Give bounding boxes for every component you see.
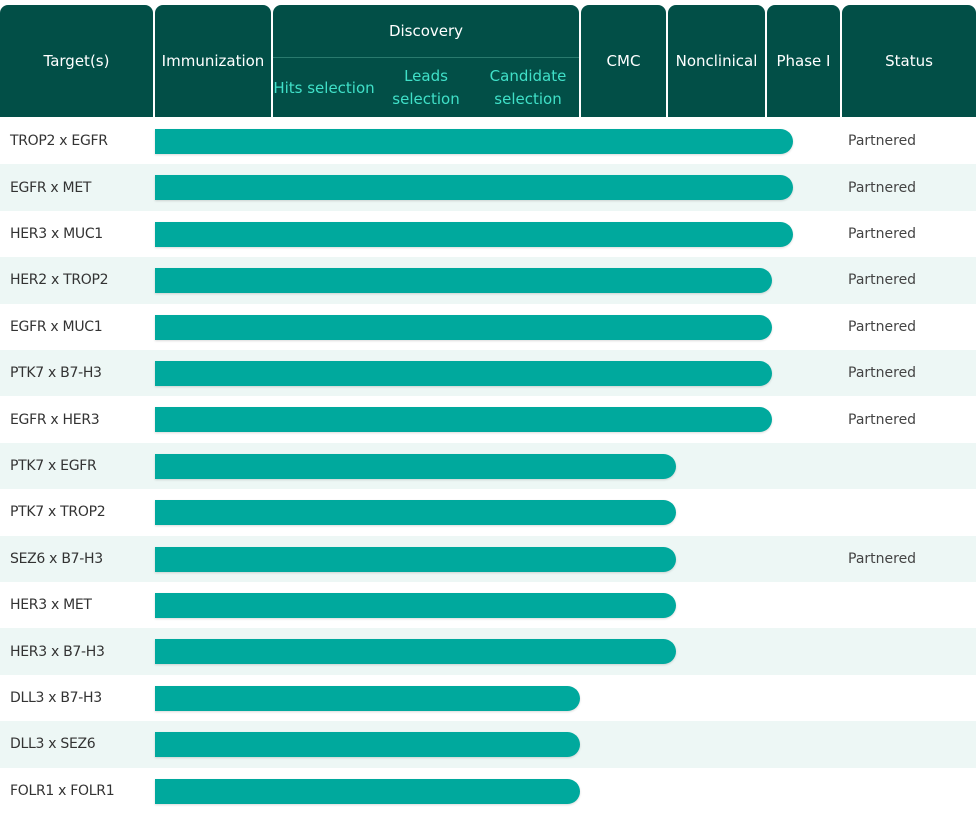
pipeline-row: DLL3 x B7-H3: [0, 675, 976, 721]
target-label: EGFR x MET: [10, 164, 91, 210]
progress-bar: [155, 222, 793, 247]
pipeline-row: EGFR x MUC1 Partnered: [0, 304, 976, 350]
target-label: PTK7 x B7-H3: [10, 350, 102, 396]
status-label: Partnered: [848, 211, 916, 257]
progress-bar: [155, 500, 676, 525]
header-cell: CMC: [581, 5, 666, 117]
status-label: Partnered: [848, 536, 916, 582]
pipeline-row: HER3 x MET: [0, 582, 976, 628]
header-subcolumn: Leads selection: [375, 63, 477, 113]
pipeline-row: PTK7 x B7-H3 Partnered: [0, 350, 976, 396]
header-cell: Status: [842, 5, 976, 117]
header-group: DiscoveryHits selectionLeads selectionCa…: [273, 5, 579, 117]
target-label: EGFR x HER3: [10, 396, 99, 442]
header-cell: Phase I: [767, 5, 840, 117]
pipeline-row: PTK7 x EGFR: [0, 443, 976, 489]
progress-bar: [155, 547, 676, 572]
pipeline-row: HER2 x TROP2 Partnered: [0, 257, 976, 303]
progress-bar: [155, 268, 772, 293]
target-label: HER3 x B7-H3: [10, 628, 105, 674]
status-label: Partnered: [848, 350, 916, 396]
target-label: HER3 x MUC1: [10, 211, 103, 257]
header-group-title: Discovery: [273, 5, 579, 58]
pipeline-row: EGFR x MET Partnered: [0, 164, 976, 210]
progress-bar: [155, 407, 772, 432]
progress-bar: [155, 732, 580, 757]
target-label: HER3 x MET: [10, 582, 92, 628]
target-label: FOLR1 x FOLR1: [10, 768, 114, 814]
pipeline-row: FOLR1 x FOLR1: [0, 768, 976, 814]
status-label: Partnered: [848, 304, 916, 350]
progress-bar: [155, 779, 580, 804]
header-cell: Immunization: [155, 5, 271, 117]
status-label: Partnered: [848, 164, 916, 210]
status-label: Partnered: [848, 396, 916, 442]
header-cell: Nonclinical: [668, 5, 765, 117]
target-label: PTK7 x EGFR: [10, 443, 96, 489]
progress-bar: [155, 361, 772, 386]
progress-bar: [155, 639, 676, 664]
pipeline-row: SEZ6 x B7-H3 Partnered: [0, 536, 976, 582]
pipeline-row: TROP2 x EGFR Partnered: [0, 118, 976, 164]
header-subcolumn: Candidate selection: [477, 63, 579, 113]
progress-bar: [155, 175, 793, 200]
target-label: EGFR x MUC1: [10, 304, 102, 350]
pipeline-row: HER3 x MUC1 Partnered: [0, 211, 976, 257]
progress-bar: [155, 593, 676, 618]
target-label: DLL3 x SEZ6: [10, 721, 95, 767]
pipeline-row: HER3 x B7-H3: [0, 628, 976, 674]
pipeline-row: EGFR x HER3 Partnered: [0, 396, 976, 442]
progress-bar: [155, 129, 793, 154]
header-cell: Target(s): [0, 5, 153, 117]
progress-bar: [155, 454, 676, 479]
status-label: Partnered: [848, 118, 916, 164]
target-label: TROP2 x EGFR: [10, 118, 108, 164]
target-label: HER2 x TROP2: [10, 257, 108, 303]
header-subcolumn: Hits selection: [273, 63, 375, 113]
target-label: PTK7 x TROP2: [10, 489, 105, 535]
pipeline-row: PTK7 x TROP2: [0, 489, 976, 535]
pipeline-row: DLL3 x SEZ6: [0, 721, 976, 767]
target-label: SEZ6 x B7-H3: [10, 536, 103, 582]
status-label: Partnered: [848, 257, 916, 303]
target-label: DLL3 x B7-H3: [10, 675, 102, 721]
progress-bar: [155, 686, 580, 711]
progress-bar: [155, 315, 772, 340]
